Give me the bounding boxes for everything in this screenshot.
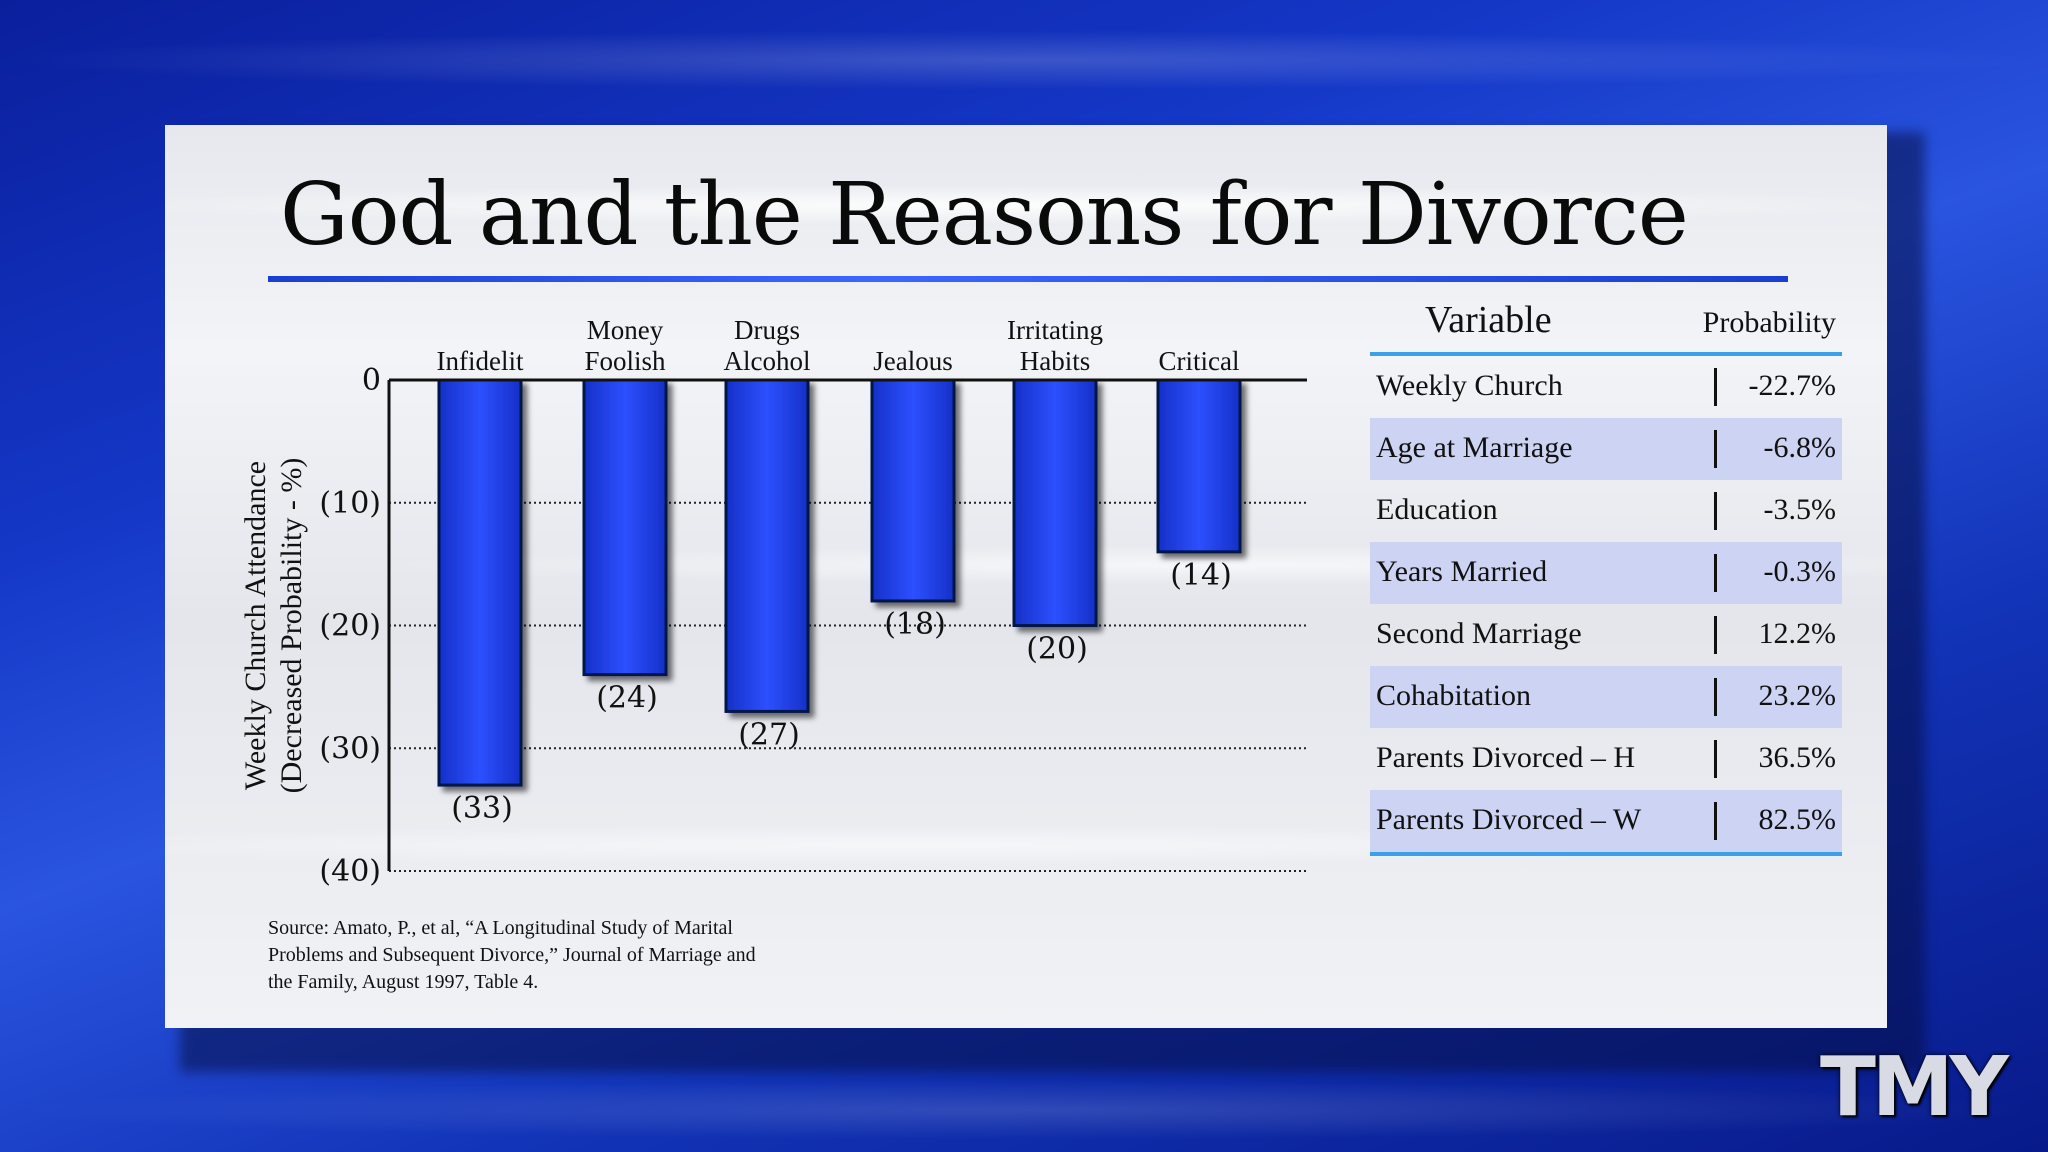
row-variable: Age at Marriage (1376, 431, 1573, 464)
bar (582, 378, 668, 677)
source-citation: Source: Amato, P., et al, “A Longitudina… (268, 917, 756, 993)
row-variable: Second Marriage (1376, 617, 1582, 650)
category-label: Foolish (584, 346, 666, 376)
table-row: Weekly Church -22.7% (1370, 356, 1842, 418)
bar-value-label: (18) (884, 607, 946, 642)
category-label: Money (587, 315, 664, 345)
header-rule (1370, 352, 1842, 356)
bar (724, 378, 810, 713)
row-separator (1714, 740, 1717, 778)
row-probability: 23.2% (1758, 679, 1837, 712)
category-label: Irritating (1007, 315, 1103, 345)
variable-probability-table: Variable Probability Weekly Church -22.7%… (1370, 290, 1842, 856)
bar-chart: 0 (10) (20) (30) (40) Weekly Church Attendanc… (239, 315, 1307, 889)
bar-value-label: (14) (1170, 558, 1232, 593)
table-header: Variable Probability (1370, 290, 1842, 352)
title-underline (268, 276, 1788, 282)
y-tick-label: 0 (362, 363, 381, 398)
row-separator (1714, 430, 1717, 468)
bar (1156, 378, 1242, 554)
row-probability: 12.2% (1758, 617, 1837, 650)
table-bottom-rule (1370, 852, 1842, 856)
row-separator (1714, 554, 1717, 592)
row-probability: 36.5% (1758, 741, 1837, 774)
category-label: Habits (1020, 346, 1091, 376)
y-tick-label: (40) (319, 854, 381, 889)
category-label: Drugs (734, 315, 800, 345)
y-tick-label: (30) (319, 731, 381, 766)
row-probability: -22.7% (1748, 369, 1836, 402)
row-variable: Parents Divorced – W (1376, 803, 1642, 836)
header-variable: Variable (1425, 299, 1552, 341)
row-variable: Parents Divorced – H (1376, 741, 1636, 774)
table-row: Age at Marriage -6.8% (1370, 418, 1842, 480)
row-variable: Years Married (1376, 555, 1548, 588)
slide-title: God and the Reasons for Divorce (280, 165, 1689, 265)
table-body: Weekly Church -22.7% Age at Marriage -6.8% E… (1370, 356, 1842, 852)
y-axis-label-line: Weekly Church Attendance (239, 461, 272, 790)
row-variable: Education (1376, 493, 1498, 526)
row-probability: -3.5% (1763, 493, 1836, 526)
category-label: Critical (1159, 346, 1240, 376)
category-label: Jealous (873, 346, 952, 376)
row-separator (1714, 492, 1717, 530)
bar-value-label: (33) (451, 791, 513, 826)
row-probability: 82.5% (1758, 803, 1837, 836)
y-tick-label: (10) (319, 486, 381, 521)
slide-panel: God and the Reasons for Divorce 0 (10) (20… (165, 125, 1887, 1028)
row-probability: -6.8% (1763, 431, 1836, 464)
table-row: Parents Divorced – W 82.5% (1370, 790, 1842, 852)
header-probability: Probability (1702, 306, 1836, 339)
category-label: Alcohol (724, 346, 811, 376)
y-axis-label: Weekly Church Attendance (Decreased Proba… (239, 458, 308, 794)
y-tick-label: (20) (319, 609, 381, 644)
tmy-logo: TMY (1820, 1040, 2009, 1135)
row-separator (1714, 802, 1717, 840)
table-row: Years Married -0.3% (1370, 542, 1842, 604)
table-row: Parents Divorced – H 36.5% (1370, 728, 1842, 790)
bar-value-label: (20) (1026, 632, 1088, 667)
y-axis-label-line: (Decreased Probability - %) (275, 458, 308, 794)
row-variable: Weekly Church (1376, 369, 1563, 402)
table-row: Cohabitation 23.2% (1370, 666, 1842, 728)
bar-value-label: (27) (738, 717, 800, 752)
table-row: Education -3.5% (1370, 480, 1842, 542)
bar (870, 378, 956, 603)
row-probability: -0.3% (1763, 555, 1836, 588)
bar-value-label: (24) (596, 681, 658, 716)
category-label: Infidelit (437, 346, 524, 376)
table-row: Second Marriage 12.2% (1370, 604, 1842, 666)
row-separator (1714, 616, 1717, 654)
row-separator (1714, 678, 1717, 716)
row-separator (1714, 368, 1717, 406)
bar (1012, 378, 1098, 627)
row-variable: Cohabitation (1376, 679, 1531, 712)
bar (437, 378, 523, 787)
